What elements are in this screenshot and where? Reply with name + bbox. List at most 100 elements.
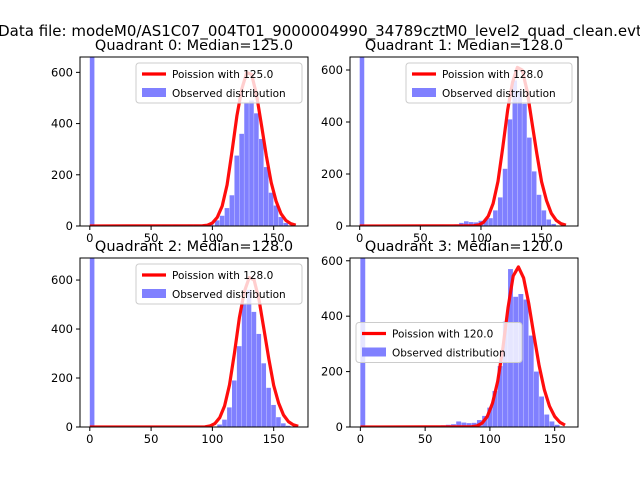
quadrant-0-legend: Poission with 125.0 Observed distribution — [135, 62, 303, 104]
quadrant-0-xtick-label-3: 150 — [263, 231, 285, 245]
quadrant-2-bar-14 — [281, 423, 286, 427]
quadrant-3-ytick-label-3: 600 — [321, 254, 343, 268]
quadrant-0-ytick-label-2: 400 — [51, 117, 73, 131]
quadrant-2-bar-0 — [89, 258, 95, 427]
quadrant-1-legend-observed-label: Observed distribution — [442, 88, 556, 100]
quadrant-0-bar-18 — [249, 100, 254, 226]
quadrant-2-xtick-label-0: 0 — [86, 432, 93, 446]
figure-suptitle: Data file: modeM0/AS1C07_004T01_90000049… — [0, 22, 640, 41]
quadrant-1-bar-7 — [468, 222, 474, 226]
quadrant-0-axes-frame — [79, 56, 309, 227]
quadrant-1-bar-19 — [527, 137, 532, 226]
quadrant-1-xtick-label-3: 150 — [531, 231, 553, 245]
quadrant-3-legend-box — [355, 322, 523, 363]
quadrant-0-legend-box — [135, 62, 303, 104]
quadrant-1-bar-0 — [359, 57, 365, 226]
quadrant-0-bar-20 — [258, 138, 264, 226]
quadrant-1-histogram — [359, 57, 556, 226]
quadrant-1-subplot: Quadrant 1: Median=128.0 0 50 100 150 0 200 400… — [321, 38, 579, 245]
quadrant-2-bar-12 — [271, 404, 276, 427]
quadrant-3-xtick-label-2: 100 — [479, 432, 501, 446]
quadrant-3-bar-26 — [554, 424, 560, 427]
subplot-grid: Quadrant 0: Median=125.0 0 50 100 150 0 200 400… — [51, 38, 579, 446]
quadrant-3-poisson-line — [360, 265, 566, 427]
quadrant-1-title: Quadrant 1: Median=128.0 — [365, 38, 563, 54]
quadrant-1-xtick-label-1: 50 — [413, 231, 428, 245]
quadrant-0-bar-0 — [89, 57, 95, 226]
quadrant-3-ytick-label-2: 400 — [321, 309, 343, 323]
quadrant-2-histogram — [89, 258, 291, 427]
quadrant-3-legend-poisson-label: Poission with 120.0 — [392, 329, 493, 341]
quadrant-1-xtick-label-0: 0 — [356, 231, 363, 245]
quadrant-3-legend: Poission with 120.0 Observed distribution — [355, 322, 523, 363]
quadrant-1-legend-bar-swatch — [412, 88, 436, 97]
quadrant-2-bar-9 — [256, 333, 262, 427]
quadrant-0-xtick-label-2: 100 — [201, 231, 223, 245]
quadrant-2-bar-2 — [222, 419, 227, 427]
quadrant-2-ytick-label-2: 400 — [51, 322, 73, 336]
quadrant-0-legend-bar-swatch — [142, 88, 166, 97]
quadrant-0-bar-25 — [283, 222, 289, 226]
quadrant-2-legend-poisson-label: Poission with 128.0 — [172, 270, 273, 282]
quadrant-1-bar-10 — [483, 219, 488, 226]
quadrant-0-legend-observed-label: Observed distribution — [172, 88, 286, 100]
quadrant-1-bar-22 — [541, 210, 547, 226]
quadrant-2-xtick-label-1: 50 — [144, 432, 159, 446]
quadrant-1-bar-6 — [464, 221, 469, 226]
quadrant-1-ytick-label-3: 600 — [321, 63, 343, 77]
quadrant-1-bar-14 — [502, 168, 508, 226]
quadrant-0-bar-24 — [278, 217, 284, 226]
quadrant-0-xtick-label-1: 50 — [144, 231, 159, 245]
quadrant-1-bar-18 — [522, 103, 527, 226]
quadrant-1-legend: Poission with 128.0 Observed distribution — [405, 62, 573, 104]
quadrant-0-histogram — [89, 57, 293, 226]
quadrant-2-bar-4 — [232, 380, 237, 427]
quadrant-0-bar-13 — [224, 208, 230, 226]
quadrant-2-bar-6 — [241, 304, 247, 427]
quadrant-0-subplot: Quadrant 0: Median=125.0 0 50 100 150 0 200 400… — [51, 38, 309, 245]
quadrant-1-bar-23 — [546, 219, 552, 226]
quadrant-2-title: Quadrant 2: Median=128.0 — [95, 239, 293, 255]
quadrant-0-bar-15 — [234, 155, 240, 226]
quadrant-1-legend-box — [405, 62, 573, 104]
quadrant-0-bar-14 — [229, 195, 235, 226]
quadrant-1-bar-21 — [536, 194, 542, 226]
quadrant-0-bar-11 — [214, 220, 220, 226]
quadrant-2-bar-3 — [227, 407, 232, 427]
quadrant-3-bar-9 — [466, 423, 472, 427]
quadrant-3-legend-bar-swatch — [362, 347, 386, 357]
quadrant-0-legend-poisson-label: Poission with 125.0 — [172, 69, 273, 81]
quadrant-0-bar-23 — [273, 205, 279, 226]
quadrant-3-ytick-label-0: 0 — [336, 420, 343, 434]
quadrant-3-axes-frame — [349, 257, 579, 428]
quadrant-3-subplot: Quadrant 3: Median=120.0 0 50 100 150 0 200 400… — [321, 239, 579, 446]
quadrant-1-bar-17 — [517, 90, 522, 226]
quadrant-0-bar-19 — [254, 113, 259, 226]
quadrant-3-bar-13 — [487, 407, 493, 427]
quadrant-1-bar-15 — [507, 119, 513, 226]
quadrant-2-bar-13 — [276, 417, 281, 427]
quadrant-3-ytick-label-1: 200 — [321, 365, 343, 379]
quadrant-2-ytick-label-1: 200 — [51, 371, 73, 385]
quadrant-0-bar-21 — [263, 167, 269, 226]
quadrant-2-legend-box — [135, 263, 303, 305]
quadrant-3-bar-21 — [528, 335, 534, 427]
quadrant-2-bar-8 — [251, 311, 257, 427]
quadrant-2-legend-observed-label: Observed distribution — [172, 289, 286, 301]
quadrant-0-bar-22 — [268, 192, 274, 226]
quadrant-3-legend-observed-label: Observed distribution — [392, 348, 506, 360]
quadrant-1-bar-24 — [551, 223, 556, 226]
quadrant-1-legend-poisson-label: Poission with 128.0 — [442, 69, 543, 81]
quadrant-3-bar-15 — [497, 366, 503, 427]
quadrant-1-axes-frame — [349, 56, 579, 227]
quadrant-2-subplot: Quadrant 2: Median=128.0 0 50 100 150 0 200 400… — [51, 239, 309, 446]
quadrant-0-title: Quadrant 0: Median=125.0 — [95, 38, 293, 54]
quadrant-3-bar-8 — [461, 422, 467, 427]
quadrant-3-bar-23 — [539, 396, 545, 427]
quadrant-0-bar-16 — [239, 133, 244, 226]
quadrant-1-bar-20 — [531, 171, 537, 226]
quadrant-2-legend-bar-swatch — [142, 289, 166, 298]
quadrant-2-ytick-label-3: 600 — [51, 273, 73, 287]
quadrant-1-bar-16 — [512, 80, 518, 226]
quadrant-3-bar-14 — [492, 390, 498, 427]
